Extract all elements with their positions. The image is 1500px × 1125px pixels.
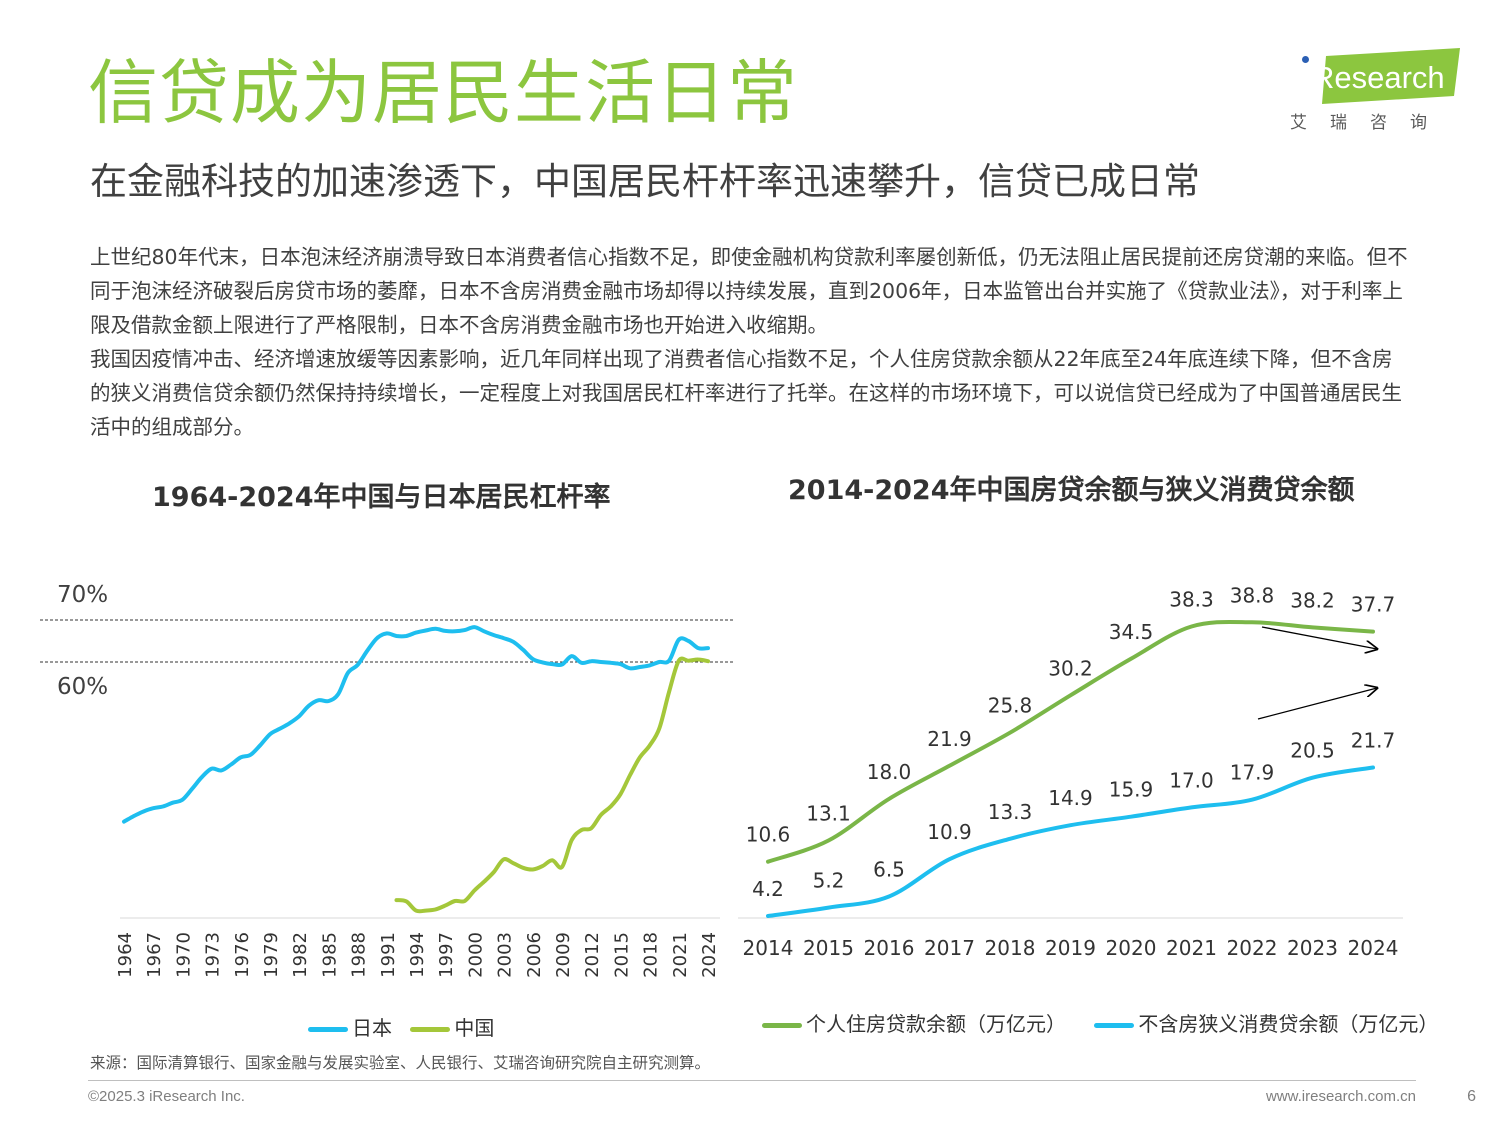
logo-subtitle: 艾瑞咨询 [1290, 113, 1450, 133]
trend-arrow-up [1257, 688, 1377, 720]
page-subtitle: 在金融科技的加速渗透下，中国居民杆杆率迅速攀升，信贷已成日常 [90, 160, 1200, 203]
chart1-x-tick-label: 2003 [495, 932, 516, 978]
chart2-series-line-housing-loan [766, 619, 1375, 864]
copyright: ©2025.3 iResearch Inc. [88, 1088, 245, 1105]
chart1-x-tick-label: 1997 [436, 932, 457, 978]
website-link[interactable]: www.iresearch.com.cn [1265, 1088, 1416, 1105]
chart2-title: 2014-2024年中国房贷余额与狭义消费贷余额 [788, 475, 1355, 506]
chart1-x-tick-label: 2000 [465, 932, 486, 978]
chart1-x-tick-label: 1973 [203, 932, 224, 978]
chart2-data-label-housing: 34.5 [1109, 620, 1154, 644]
chart2-data-label-consumer: 5.2 [813, 869, 845, 893]
chart2-data-label-housing: 38.8 [1230, 583, 1275, 607]
chart1-x-tick-label: 1988 [349, 932, 370, 978]
chart2-data-label-consumer: 4.2 [752, 877, 784, 901]
chart2-data-label-housing: 13.1 [806, 801, 851, 825]
chart1-x-tick-label: 2006 [524, 932, 545, 978]
chart2-x-tick-label: 2015 [803, 936, 854, 960]
chart2-x-tick-label: 2023 [1287, 936, 1338, 960]
page-title: 信贷成为居民生活日常 [88, 52, 798, 134]
body-text: 上世纪80年代末，日本泡沫经济崩溃导致日本消费者信心指数不足，即使金融机构贷款利… [90, 240, 1410, 444]
chart2-data-label-consumer: 20.5 [1290, 739, 1335, 763]
logo-dot [1302, 56, 1309, 63]
chart1-x-tick-label: 1994 [407, 932, 428, 978]
chart2-data-label-consumer: 6.5 [873, 858, 905, 882]
chart1-reference-label-70: 70% [57, 582, 108, 608]
legend-label-japan: 日本 [352, 1016, 392, 1040]
chart2-x-tick-label: 2019 [1045, 936, 1096, 960]
chart2-data-label-housing: 21.9 [927, 727, 972, 751]
chart1-title: 1964-2024年中国与日本居民杠杆率 [152, 482, 611, 513]
chart1-series-line-china [394, 656, 710, 914]
body-paragraph-2: 我国因疫情冲击、经济增速放缓等因素影响，近几年同样出现了消费者信心指数不足，个人… [90, 347, 1402, 439]
chart2-data-label-housing: 10.6 [746, 823, 791, 847]
chart2-data-label-consumer: 17.0 [1169, 768, 1214, 792]
logo-i-letter: i [1300, 60, 1307, 95]
legend-label-consumer-loan: 不含房狭义消费贷余额（万亿元） [1138, 1012, 1439, 1036]
legend-label-housing-loan: 个人住房贷款余额（万亿元） [806, 1012, 1066, 1036]
chart2-x-tick-label: 2018 [985, 936, 1036, 960]
chart2-legend: 个人住房贷款余额（万亿元） 不含房狭义消费贷余额（万亿元） [762, 1008, 1438, 1037]
chart1-leverage-line-chart: 70% 60% 1964 1967 1970 1973 1976 1979 1982 1985 19… [40, 582, 733, 978]
chart2-data-label-consumer: 21.7 [1351, 728, 1396, 752]
chart1-x-tick-label: 2021 [670, 932, 691, 978]
legend-swatch-china [410, 1027, 451, 1032]
chart2-loan-balance-line-chart: 2014 2015 2016 2017 2018 2019 2020 2021 2022 2023… [738, 583, 1403, 960]
chart2-data-label-consumer: 13.3 [988, 800, 1033, 824]
legend-label-china: 中国 [454, 1016, 495, 1040]
chart2-data-label-housing: 38.2 [1290, 588, 1335, 612]
logo-wordmark: Research [1312, 60, 1445, 95]
chart2-x-tick-label: 2021 [1166, 936, 1217, 960]
chart1-x-tick-label: 2012 [582, 932, 603, 978]
chart2-data-label-housing: 30.2 [1048, 656, 1093, 680]
chart1-x-tick-label: 1964 [115, 932, 136, 978]
logo-green-banner [1322, 48, 1460, 104]
chart1-legend: 日本 中国 [308, 1012, 494, 1041]
iresearch-logo: i Research 艾瑞咨询 [1280, 48, 1460, 133]
chart2-x-tick-label: 2016 [864, 936, 915, 960]
body-paragraph-1: 上世纪80年代末，日本泡沫经济崩溃导致日本消费者信心指数不足，即使金融机构贷款利… [90, 245, 1408, 337]
chart1-x-tick-label: 1967 [144, 932, 165, 978]
chart2-data-label-consumer: 17.9 [1230, 761, 1275, 785]
chart2-data-label-housing: 18.0 [867, 760, 912, 784]
chart1-x-tick-label: 1976 [232, 932, 253, 978]
legend-swatch-consumer-loan [1094, 1023, 1135, 1028]
chart2-data-label-housing: 38.3 [1169, 588, 1214, 612]
chart2-data-label-housing: 37.7 [1351, 593, 1396, 617]
chart1-x-tick-label: 1991 [378, 932, 399, 978]
page-number: 6 [1467, 1088, 1476, 1105]
footer-divider [88, 1080, 1416, 1081]
chart2-data-label-consumer: 15.9 [1109, 778, 1154, 802]
chart2-x-tick-label: 2020 [1106, 936, 1157, 960]
chart2-data-label-housing: 25.8 [988, 694, 1033, 718]
chart1-x-tick-label: 1970 [173, 932, 194, 978]
chart2-x-tick-label: 2017 [924, 936, 975, 960]
chart1-x-tick-label: 2009 [553, 932, 574, 978]
chart1-series-line-japan [122, 625, 710, 824]
chart1-x-tick-label: 1982 [290, 932, 311, 978]
chart1-x-tick-label: 2024 [699, 932, 720, 978]
chart1-reference-label-60: 60% [57, 674, 108, 700]
chart1-x-tick-label: 2018 [641, 932, 662, 978]
chart2-data-label-consumer: 14.9 [1048, 786, 1093, 810]
chart1-x-tick-label: 2015 [611, 932, 632, 978]
chart2-data-label-consumer: 10.9 [927, 820, 972, 844]
chart2-x-tick-label: 2014 [743, 936, 794, 960]
trend-arrow-down [1261, 626, 1377, 649]
legend-swatch-japan [308, 1027, 348, 1032]
chart2-x-tick-label: 2024 [1348, 936, 1399, 960]
legend-swatch-housing-loan [762, 1023, 802, 1028]
chart1-x-tick-label: 1985 [319, 932, 340, 978]
chart2-series-line-consumer-loan [766, 765, 1375, 918]
source-note: 来源：国际清算银行、国家金融与发展实验室、人民银行、艾瑞咨询研究院自主研究测算。 [90, 1054, 711, 1072]
chart1-x-tick-label: 1979 [261, 932, 282, 978]
chart2-x-tick-label: 2022 [1227, 936, 1278, 960]
